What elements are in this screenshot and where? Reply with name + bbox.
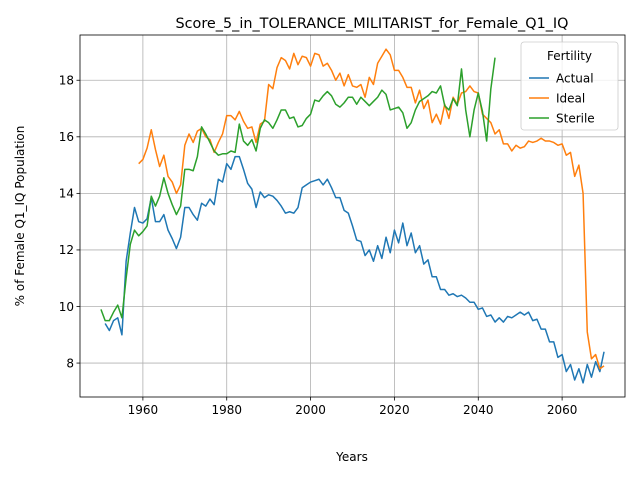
series-line-actual bbox=[104, 155, 605, 384]
x-axis-label: Years bbox=[335, 450, 368, 464]
series-line-sterile bbox=[100, 57, 496, 322]
y-axis-ticks: 8 10 12 14 16 18 bbox=[59, 74, 80, 370]
y-tick-label: 14 bbox=[59, 187, 74, 201]
plot-area-frame bbox=[79, 34, 626, 398]
y-tick-label: 16 bbox=[59, 130, 74, 144]
x-tick-label: 2040 bbox=[463, 403, 494, 417]
x-tick-label: 1980 bbox=[211, 403, 242, 417]
x-tick-label: 2060 bbox=[547, 403, 578, 417]
y-tick-label: 12 bbox=[59, 243, 74, 257]
x-tick-label: 2000 bbox=[295, 403, 326, 417]
legend-title: Fertility bbox=[547, 49, 592, 63]
legend-box bbox=[520, 41, 619, 131]
legend-label-actual: Actual bbox=[556, 71, 594, 85]
series-lines bbox=[100, 48, 605, 384]
x-tick-label: 2020 bbox=[379, 403, 410, 417]
legend-label-sterile: Sterile bbox=[556, 111, 595, 125]
y-tick-label: 8 bbox=[66, 356, 74, 370]
y-tick-label: 10 bbox=[59, 300, 74, 314]
y-tick-label: 18 bbox=[59, 74, 74, 88]
series-line-ideal bbox=[138, 48, 605, 370]
x-axis-ticks: 1960 1980 2000 2020 2040 2060 bbox=[128, 397, 578, 417]
legend-label-ideal: Ideal bbox=[556, 91, 585, 105]
legend: Fertility Actual Ideal Sterile bbox=[520, 41, 619, 131]
x-tick-label: 1960 bbox=[128, 403, 159, 417]
y-axis-label: % of Female Q1_IQ Population bbox=[13, 126, 27, 307]
chart-title: Score_5_in_TOLERANCE_MILITARIST_for_Fema… bbox=[175, 16, 568, 32]
